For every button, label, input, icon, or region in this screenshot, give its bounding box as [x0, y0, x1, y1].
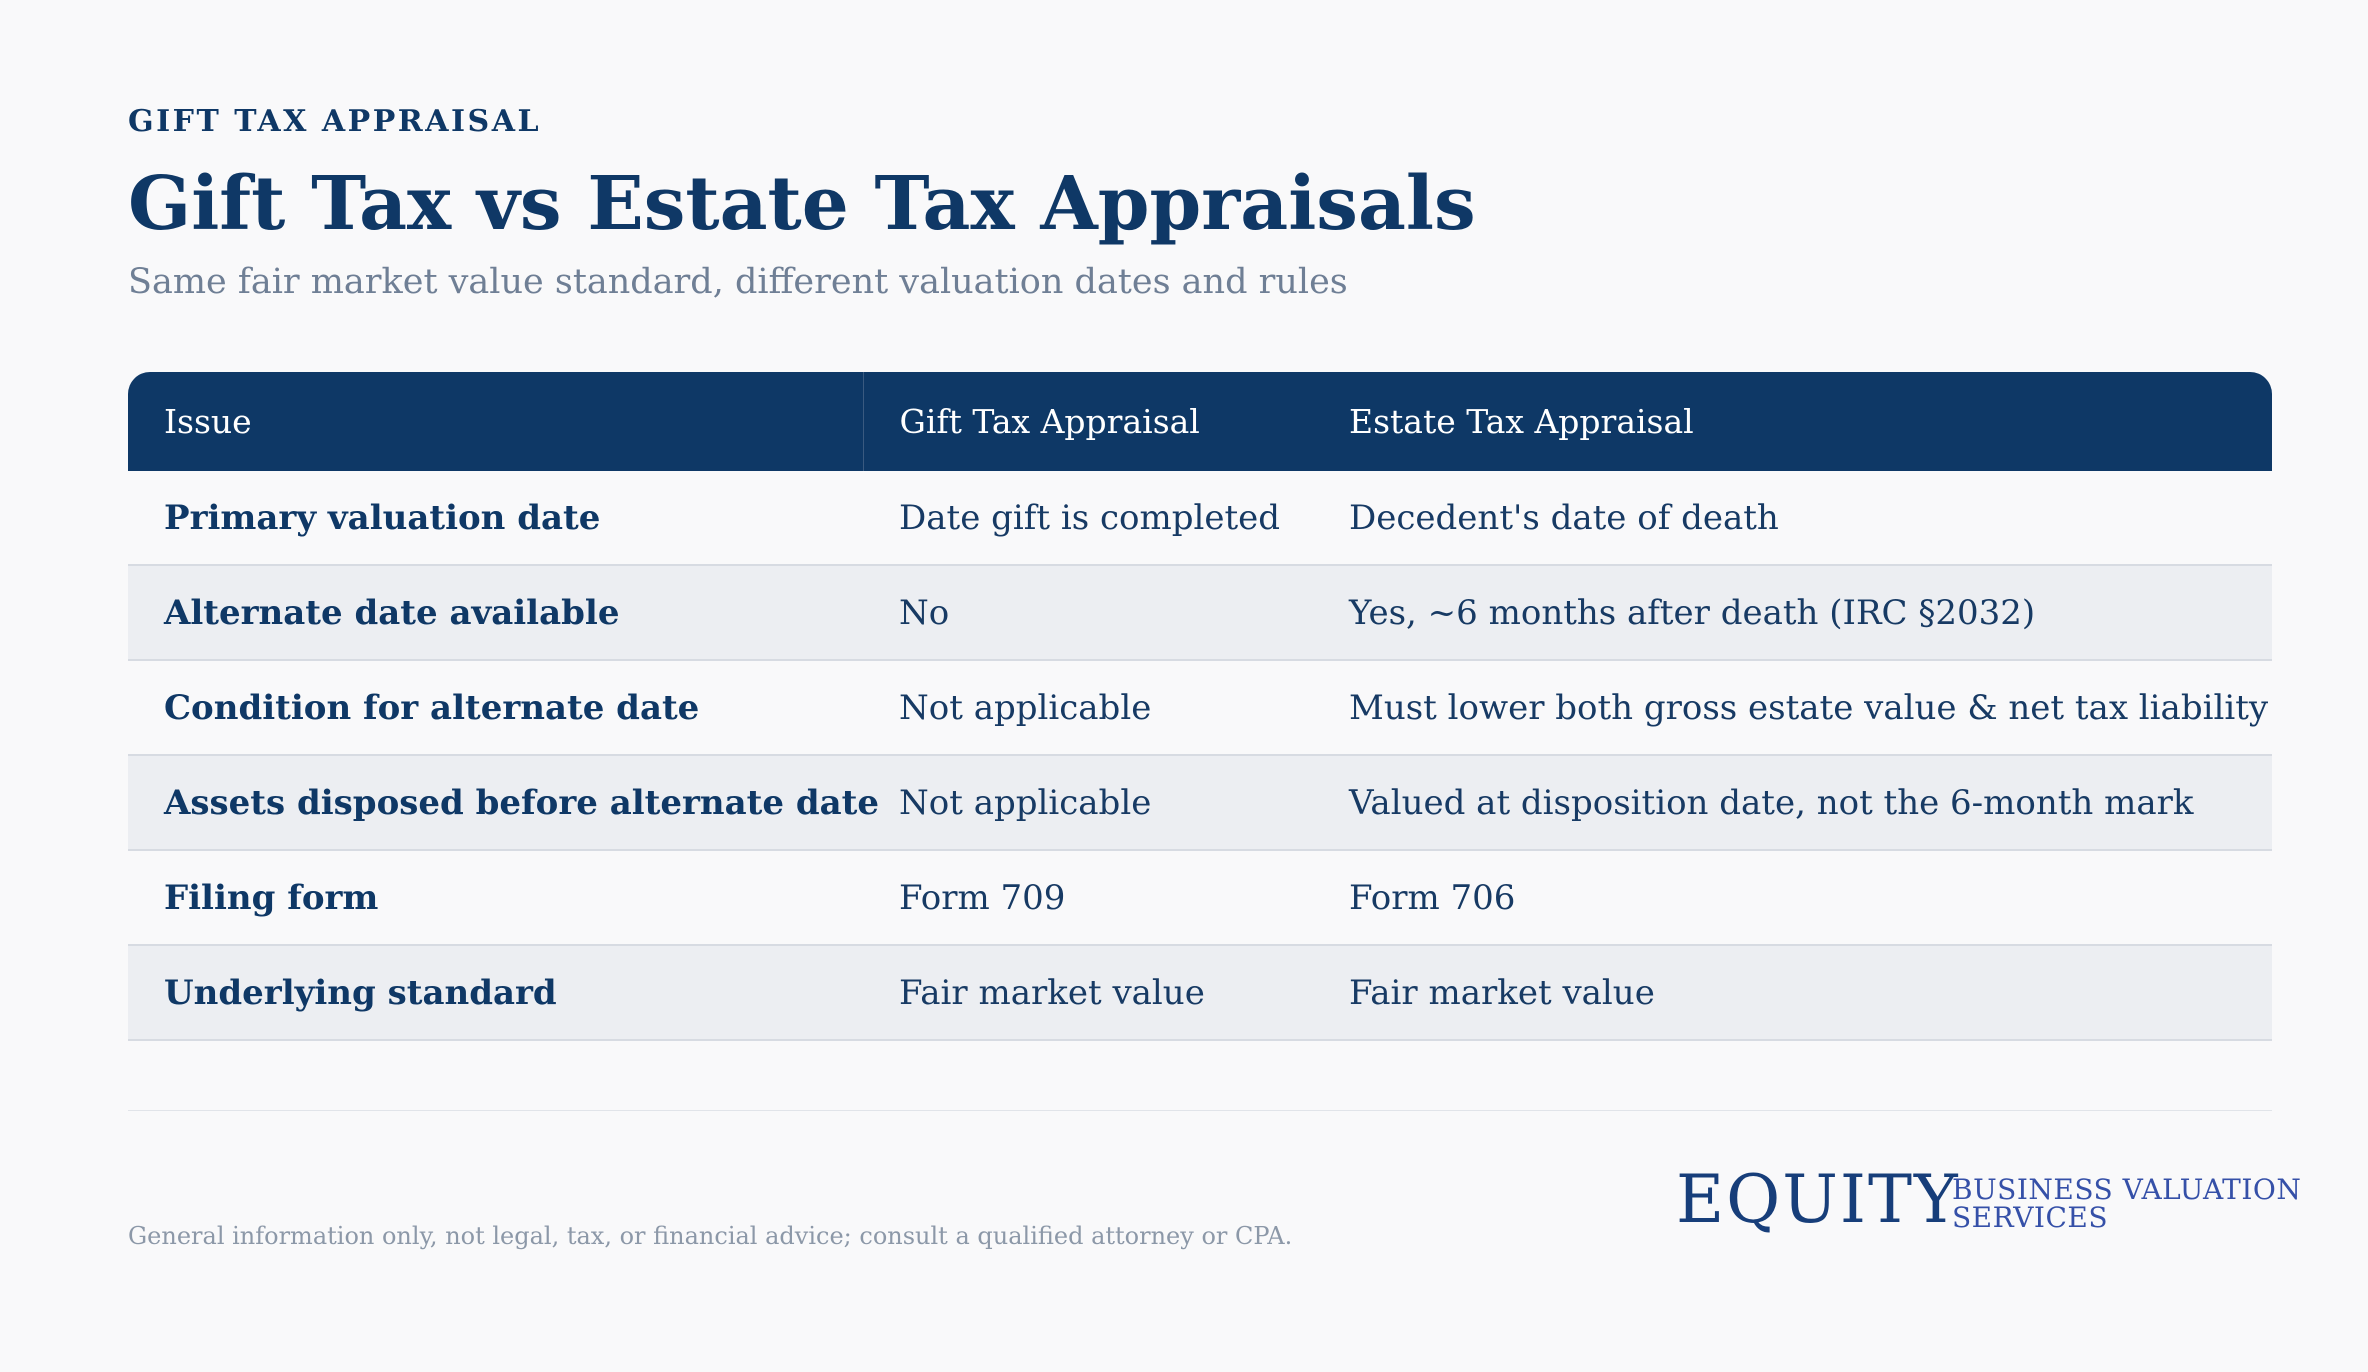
footer-divider	[128, 1110, 2272, 1111]
page-title: Gift Tax vs Estate Tax Appraisals	[128, 161, 1476, 247]
table-row: Filing form Form 709 Form 706	[128, 850, 2272, 946]
row-estate-value: Decedent's date of death	[1313, 471, 2272, 566]
column-header-gift: Gift Tax Appraisal	[862, 372, 1313, 471]
table-row: Primary valuation date Date gift is comp…	[128, 471, 2272, 566]
row-estate-value: Valued at disposition date, not the 6-mo…	[1313, 755, 2272, 851]
page-subtitle: Same fair market value standard, differe…	[128, 262, 1348, 302]
row-issue: Condition for alternate date	[128, 660, 863, 756]
column-header-estate: Estate Tax Appraisal	[1313, 372, 2272, 471]
row-estate-value: Fair market value	[1313, 945, 2272, 1041]
row-gift-value: Date gift is completed	[863, 471, 1313, 566]
eyebrow-label: GIFT TAX APPRAISAL	[128, 104, 542, 139]
row-gift-value: Fair market value	[863, 945, 1313, 1041]
logo-wordmark: EQUITY	[1676, 1161, 1960, 1238]
row-estate-value: Must lower both gross estate value & net…	[1313, 660, 2272, 756]
logo-tagline-line1: BUSINESS VALUATION	[1952, 1173, 2302, 1206]
row-gift-value: No	[863, 565, 1313, 661]
row-issue: Filing form	[128, 850, 863, 946]
disclaimer-text: General information only, not legal, tax…	[128, 1222, 1293, 1250]
logo-tagline: BUSINESS VALUATION SERVICES	[1952, 1176, 2301, 1232]
row-estate-value: Form 706	[1313, 850, 2272, 946]
row-gift-value: Not applicable	[863, 755, 1313, 851]
row-issue: Assets disposed before alternate date	[128, 755, 879, 851]
header-row: Issue Gift Tax Appraisal Estate Tax Appr…	[128, 372, 2272, 471]
table-row: Assets disposed before alternate date No…	[128, 755, 2272, 851]
row-gift-value: Not applicable	[863, 660, 1313, 756]
row-issue: Primary valuation date	[128, 471, 863, 566]
row-estate-value: Yes, ~6 months after death (IRC §2032)	[1313, 565, 2272, 661]
table-row: Alternate date available No Yes, ~6 mont…	[128, 565, 2272, 661]
logo-tagline-line2: SERVICES	[1952, 1201, 2109, 1234]
column-header-issue: Issue	[128, 372, 863, 471]
table-row: Condition for alternate date Not applica…	[128, 660, 2272, 756]
table-body: Primary valuation date Date gift is comp…	[128, 471, 2272, 1041]
row-gift-value: Form 709	[863, 850, 1313, 946]
row-issue: Alternate date available	[128, 565, 863, 661]
table-row: Underlying standard Fair market value Fa…	[128, 945, 2272, 1041]
table-header: Issue Gift Tax Appraisal Estate Tax Appr…	[128, 372, 2272, 471]
row-issue: Underlying standard	[128, 945, 863, 1041]
comparison-table: Issue Gift Tax Appraisal Estate Tax Appr…	[128, 372, 2272, 1041]
